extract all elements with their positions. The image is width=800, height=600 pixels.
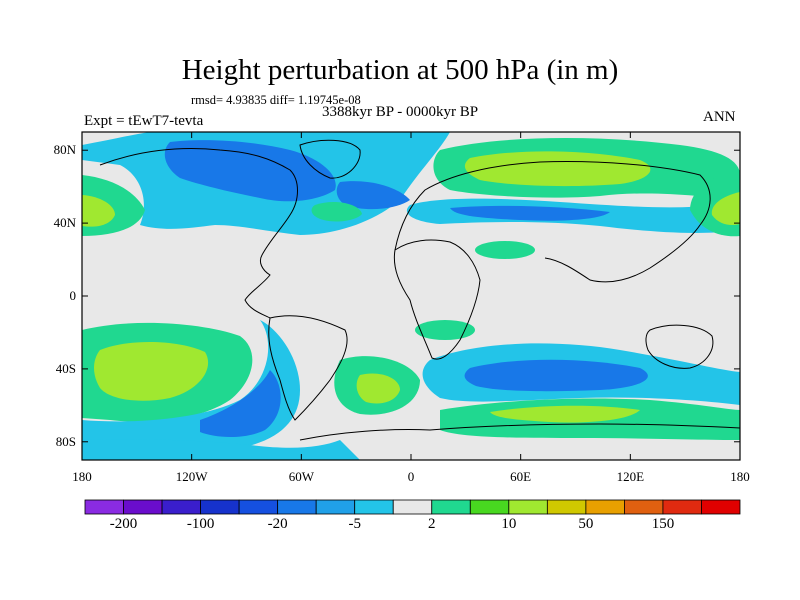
contour-dblue-eurasia <box>450 205 610 221</box>
coastline-australia <box>645 324 714 369</box>
colorbar-label: -200 <box>109 516 138 532</box>
coastline-north-america <box>99 148 298 319</box>
x-tick-label: 180 <box>72 469 92 484</box>
colorbar-swatch <box>662 499 702 515</box>
experiment-label: Expt = tEwT7-tevta <box>84 113 204 129</box>
colorbar-swatch <box>392 499 433 515</box>
y-tick-label: 40N <box>53 215 76 231</box>
axis-ticks <box>81 132 741 460</box>
contour-blue-antarctica-west <box>82 439 360 460</box>
coastline-africa-europe <box>393 239 481 360</box>
coastline-antarctica <box>299 423 740 441</box>
x-tick-label: 60W <box>288 469 314 484</box>
coastline-greenland <box>299 139 361 179</box>
colorbar-swatch <box>546 499 587 515</box>
colorbar-swatch <box>200 499 240 515</box>
colorbar-swatch <box>585 499 625 515</box>
colorbar-swatch <box>238 499 279 515</box>
contour-yellow-southern-ocean <box>490 405 640 423</box>
contour-green-mid-atlantic <box>311 201 362 222</box>
colorbar-label: -100 <box>186 516 215 532</box>
colorbar-label: 2 <box>428 516 436 532</box>
x-tick-label: 120W <box>175 469 208 484</box>
colorbar-swatch <box>701 499 741 515</box>
coastline-eurasia <box>394 161 711 283</box>
colorbar-label: 10 <box>501 516 517 532</box>
colorbar-swatch <box>508 499 548 515</box>
x-tick-label: 120E <box>616 469 645 484</box>
y-tick-label: 40S <box>55 360 76 376</box>
x-tick-label: 60E <box>510 469 532 484</box>
colorbar-swatch <box>123 499 163 515</box>
contour-dblue-north-america <box>164 140 336 202</box>
contour-dblue-indian-ocean <box>464 359 648 392</box>
colorbar <box>84 499 741 515</box>
coastlines <box>99 139 740 441</box>
plot-title: Height perturbation at 500 hPa (in m) <box>181 54 619 86</box>
y-tick-label: 80S <box>55 433 76 449</box>
contour-yellow-south-pacific <box>94 341 209 401</box>
colorbar-swatch <box>277 499 317 515</box>
colorbar-label: 50 <box>578 516 594 532</box>
colorbar-swatch <box>354 499 394 515</box>
contour-dblue-atlantic <box>336 181 410 210</box>
x-tick-label: 180 <box>730 469 750 484</box>
y-tick-label: 80N <box>53 142 76 158</box>
contour-yellow-south-atlantic <box>356 373 400 404</box>
contour-green-asia <box>475 241 535 259</box>
colorbar-swatch <box>431 499 471 515</box>
colorbar-swatch <box>469 499 510 515</box>
stats-label: rmsd= 4.93835 diff= 1.19745e-08 <box>191 93 361 107</box>
contour-dblue-south-pacific <box>200 370 281 437</box>
colorbar-swatch <box>315 499 356 515</box>
contour-yellow-west-pacific <box>82 195 115 227</box>
colorbar-swatch <box>624 499 664 515</box>
height-field <box>82 132 740 460</box>
period-label: 3388kyr BP - 0000kyr BP <box>322 104 479 120</box>
colorbar-swatch <box>84 499 124 515</box>
contour-yellow-east-pacific <box>711 192 740 226</box>
contour-lgreen-eurasia <box>464 151 651 187</box>
season-label: ANN <box>703 109 736 125</box>
x-tick-label: 0 <box>407 469 415 484</box>
colorbar-label: 150 <box>651 516 675 532</box>
colorbar-label: -20 <box>267 516 288 532</box>
colorbar-swatch <box>161 499 201 515</box>
colorbar-label: -5 <box>348 516 361 532</box>
y-tick-label: 0 <box>69 288 77 303</box>
coastline-south-america <box>268 315 348 421</box>
contour-green-africa <box>415 320 475 340</box>
